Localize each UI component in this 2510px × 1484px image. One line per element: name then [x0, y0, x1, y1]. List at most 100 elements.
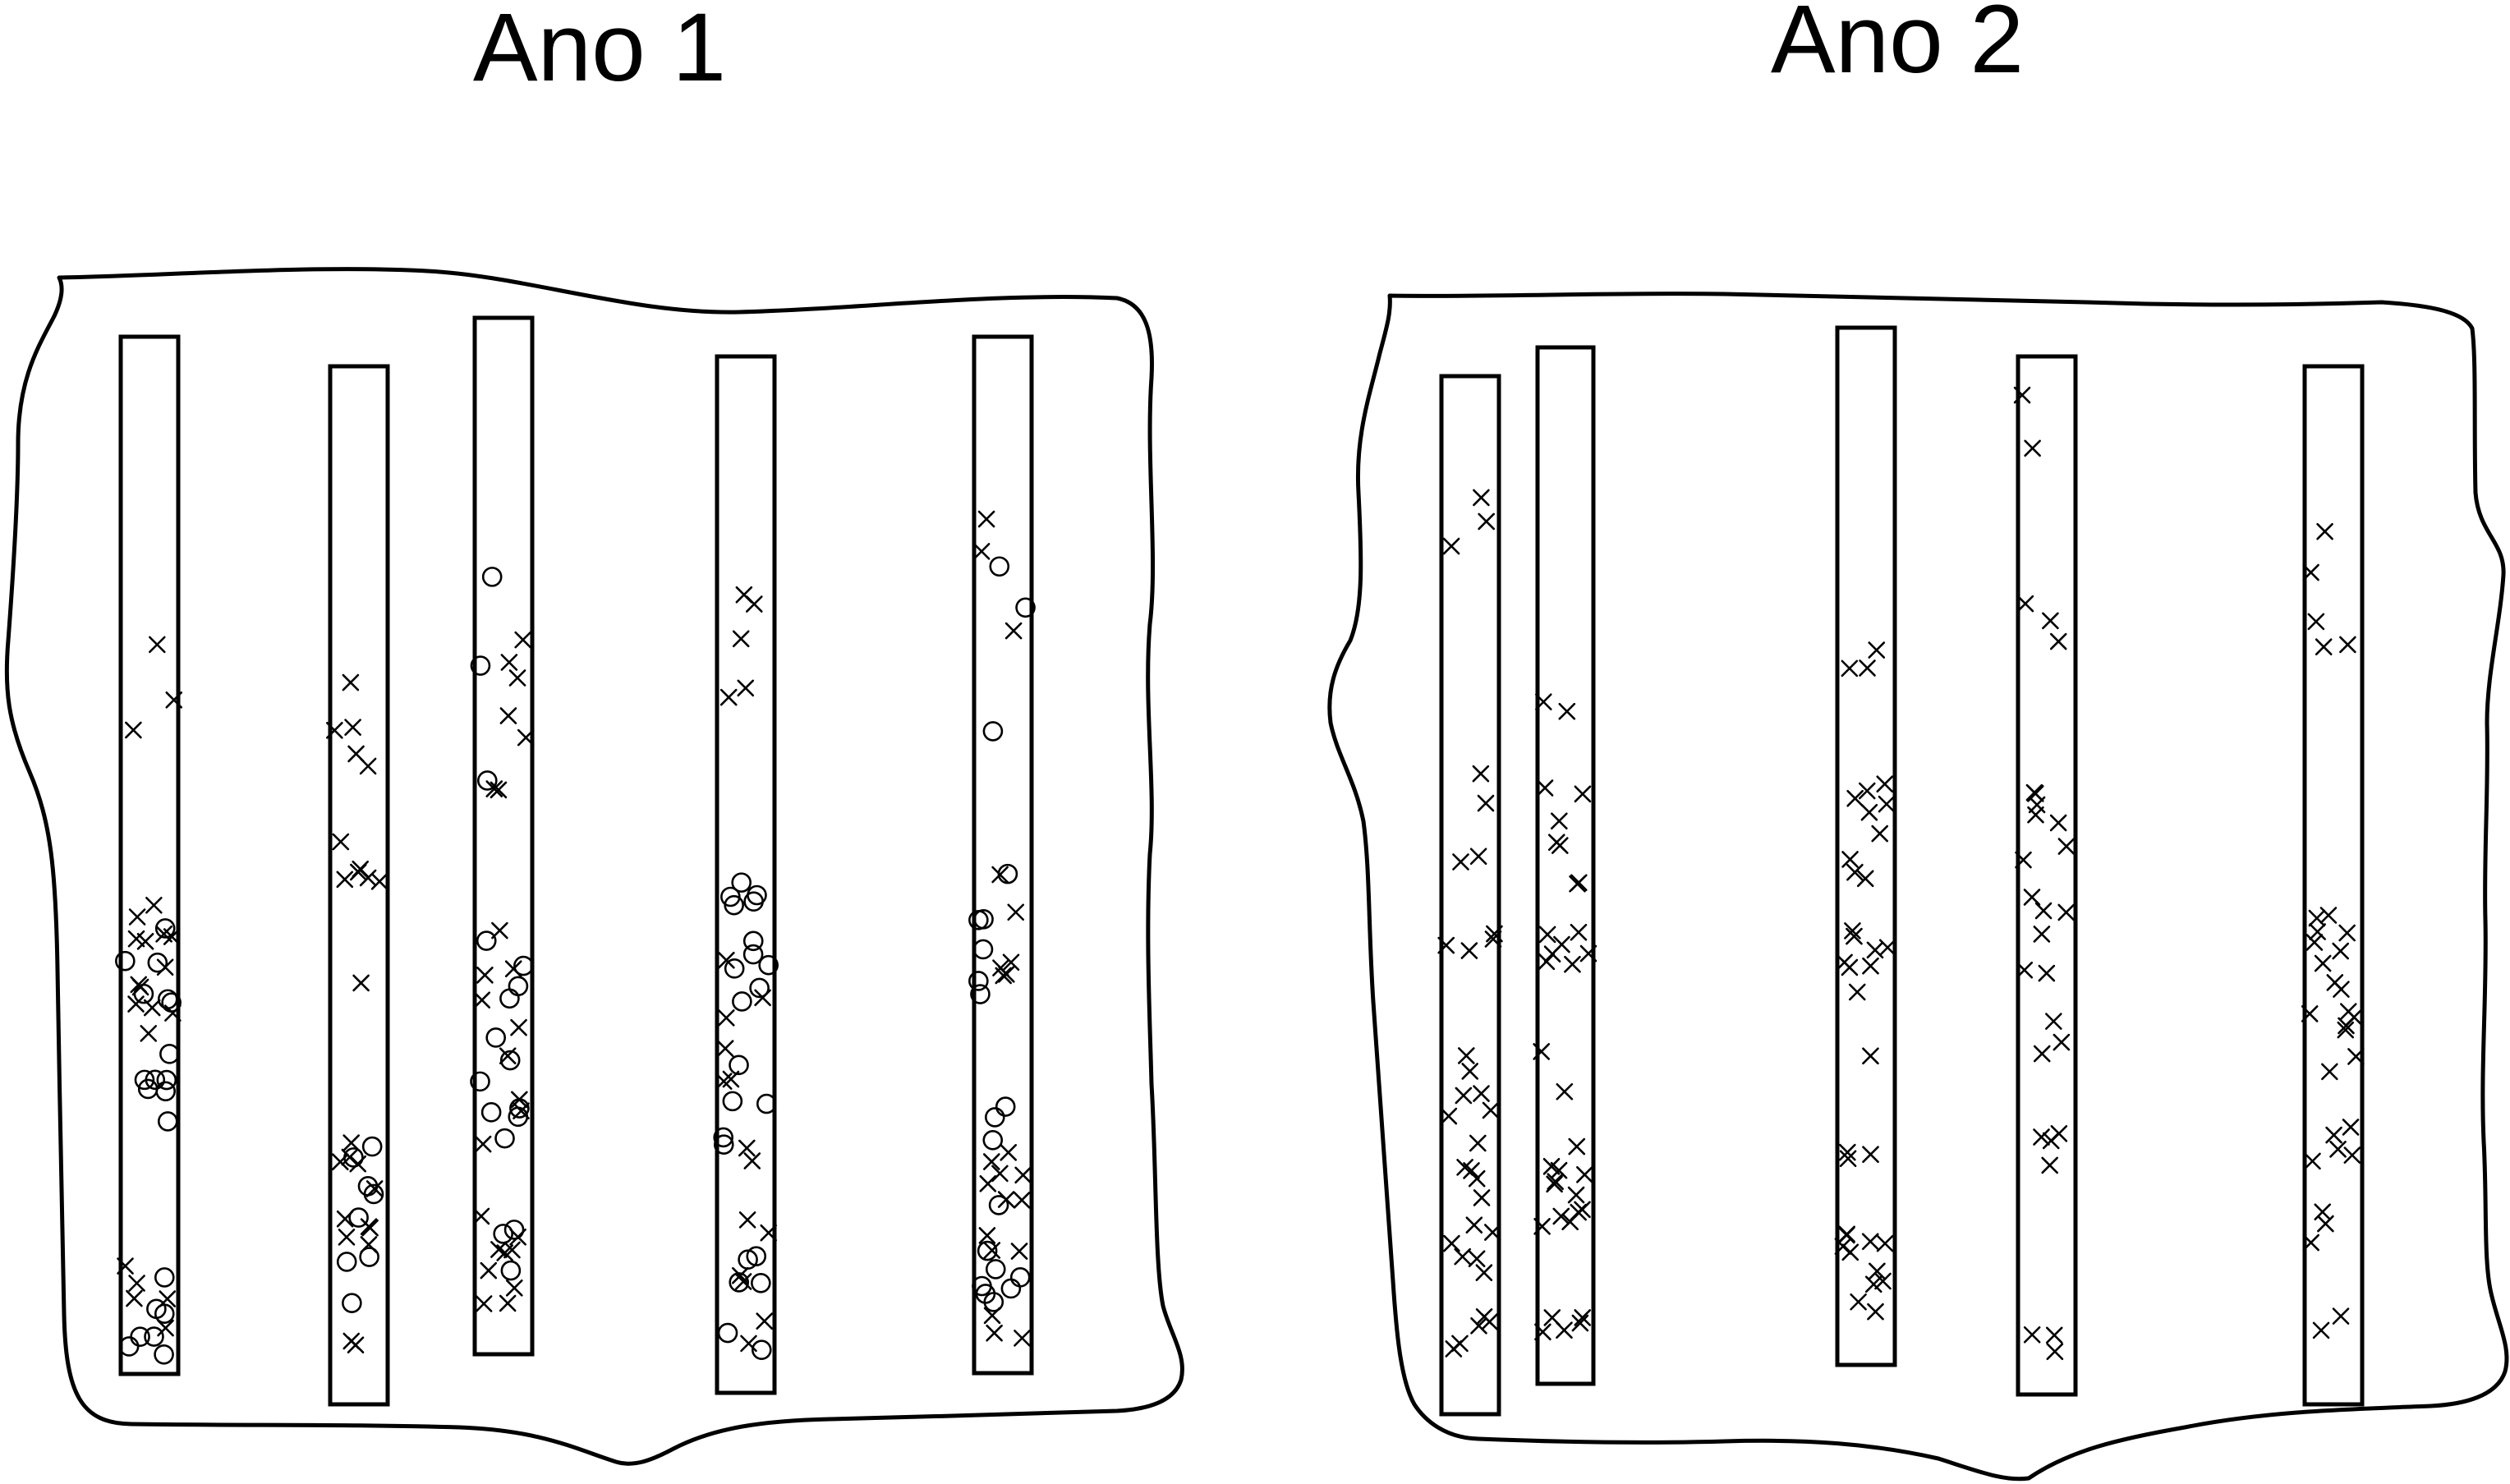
x-mark-icon	[473, 991, 491, 1009]
x-mark-icon	[1564, 955, 1581, 973]
x-mark-icon	[1868, 641, 1886, 659]
x-mark-icon	[1567, 1186, 1585, 1204]
panel-title-year-1: Ano 1	[473, 0, 726, 102]
x-mark-icon	[1482, 1101, 1500, 1119]
x-mark-icon	[1002, 953, 1020, 972]
field-outline-year-1	[4, 267, 1184, 1466]
x-mark-icon	[1461, 1063, 1479, 1080]
x-mark-icon	[2024, 439, 2041, 457]
x-mark-icon	[1858, 782, 1876, 800]
x-mark-icon	[1864, 1275, 1882, 1293]
x-mark-icon	[2316, 522, 2333, 540]
circle-mark-icon	[154, 1267, 175, 1288]
x-mark-icon	[491, 921, 508, 940]
x-mark-icon	[2042, 612, 2059, 630]
x-mark-icon	[1470, 1316, 1487, 1335]
circle-mark-icon	[503, 1220, 525, 1240]
circle-mark-icon	[357, 1176, 379, 1197]
x-mark-icon	[365, 1180, 384, 1197]
x-mark-icon	[1484, 1224, 1501, 1241]
circle-mark-icon	[742, 944, 764, 965]
x-mark-icon	[1469, 848, 1487, 866]
x-mark-icon	[1839, 1150, 1857, 1168]
x-mark-icon	[1473, 489, 1490, 507]
x-mark-icon	[1846, 789, 1864, 807]
circle-mark-icon	[359, 1247, 379, 1267]
x-mark-icon	[2321, 1063, 2338, 1081]
x-mark-icon	[1552, 1207, 1570, 1225]
x-mark-icon	[986, 1324, 1003, 1342]
x-mark-icon	[1862, 1047, 1879, 1065]
x-mark-icon	[1846, 863, 1864, 881]
x-mark-icon	[510, 1018, 527, 1036]
x-mark-icon	[2307, 613, 2325, 631]
x-mark-icon	[1860, 803, 1878, 821]
row-strip-year2-2	[1535, 345, 1596, 1386]
x-mark-icon	[977, 510, 995, 528]
circle-mark-icon	[470, 655, 491, 676]
x-mark-icon	[128, 1275, 145, 1292]
x-mark-icon	[972, 543, 991, 560]
x-mark-icon	[1443, 1234, 1460, 1252]
x-mark-icon	[1486, 925, 1503, 943]
x-mark-icon	[347, 1336, 365, 1354]
x-mark-icon	[2033, 926, 2051, 943]
x-mark-icon	[1571, 1314, 1589, 1332]
x-mark-icon	[2023, 889, 2041, 906]
x-mark-icon	[2023, 1325, 2041, 1344]
x-mark-icon	[128, 908, 146, 926]
circle-mark-icon	[756, 1093, 777, 1114]
circle-mark-icon	[717, 1322, 738, 1344]
circle-mark-icon	[470, 1071, 490, 1092]
x-mark-icon	[743, 1152, 761, 1169]
circle-mark-icon	[968, 971, 989, 991]
x-mark-icon	[2319, 907, 2338, 924]
x-mark-icon	[1458, 1047, 1475, 1064]
x-mark-icon	[1013, 1192, 1031, 1209]
x-mark-icon	[1454, 1247, 1472, 1266]
x-mark-icon	[991, 866, 1009, 884]
circle-mark-icon	[147, 952, 168, 973]
circle-mark-icon	[751, 1273, 771, 1293]
circle-mark-icon	[1009, 1267, 1031, 1288]
x-mark-icon	[1570, 1203, 1587, 1221]
x-mark-icon	[1440, 1107, 1458, 1125]
x-mark-icon	[472, 1207, 490, 1225]
x-mark-icon	[2332, 1307, 2350, 1325]
x-mark-icon	[117, 1257, 134, 1275]
x-mark-icon	[716, 1040, 734, 1057]
x-mark-icon	[1874, 1272, 1892, 1290]
x-mark-icon	[1837, 1226, 1855, 1244]
x-mark-icon	[476, 967, 494, 984]
x-mark-icon	[2337, 1021, 2355, 1039]
circle-mark-icon	[494, 1128, 515, 1149]
x-mark-icon	[1862, 957, 1879, 975]
x-mark-icon	[1437, 936, 1455, 954]
x-mark-icon	[1463, 1162, 1480, 1179]
x-mark-icon	[1856, 870, 1874, 888]
x-mark-icon	[342, 673, 360, 691]
circle-mark-icon	[720, 886, 741, 907]
circle-mark-icon	[342, 1293, 362, 1313]
x-mark-icon	[2329, 1141, 2347, 1158]
x-mark-icon	[1536, 779, 1554, 797]
x-mark-icon	[165, 691, 183, 709]
x-mark-icon	[1574, 1309, 1592, 1326]
x-mark-icon	[2332, 942, 2349, 960]
x-mark-icon	[719, 688, 738, 706]
x-mark-icon	[1533, 1043, 1550, 1060]
x-mark-icon	[1551, 837, 1569, 854]
circle-mark-icon	[476, 770, 498, 791]
x-mark-icon	[1472, 765, 1490, 783]
x-mark-icon	[2315, 638, 2333, 655]
x-mark-icon	[717, 1009, 735, 1027]
row-strip-year2-5	[2302, 364, 2365, 1407]
x-mark-icon	[1568, 1137, 1586, 1155]
row-strip-year1-5	[972, 334, 1034, 1376]
x-mark-icon	[163, 928, 181, 945]
x-mark-icon	[1468, 1169, 1486, 1188]
circle-mark-icon	[481, 567, 503, 587]
circle-mark-icon	[493, 1224, 513, 1244]
circle-mark-icon	[480, 1102, 502, 1123]
x-mark-icon	[1442, 537, 1460, 555]
